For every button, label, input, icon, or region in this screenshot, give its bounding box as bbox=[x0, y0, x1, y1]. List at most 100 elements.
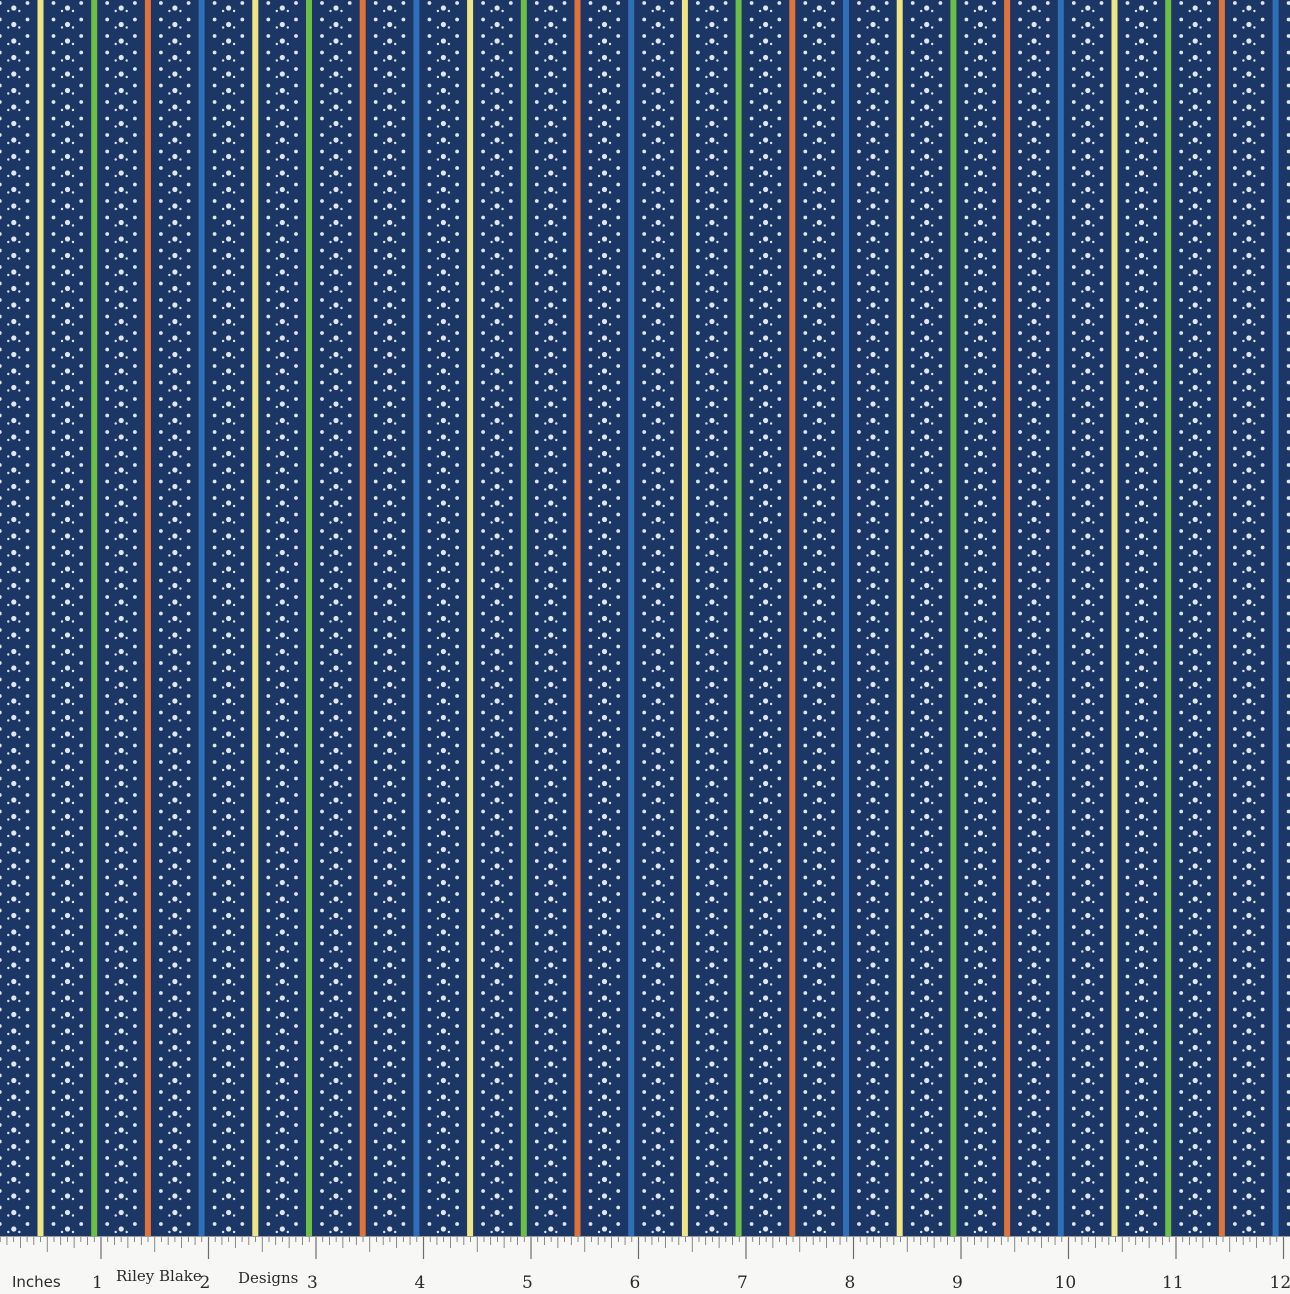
fabric-dot bbox=[294, 34, 298, 38]
fabric-dot bbox=[608, 653, 612, 656]
fabric-dot bbox=[168, 339, 171, 343]
fabric-dot bbox=[508, 496, 513, 500]
fabric-dot bbox=[133, 991, 137, 995]
fabric-dot bbox=[286, 1181, 289, 1184]
fabric-dot bbox=[275, 356, 278, 359]
fabric-dot bbox=[212, 760, 217, 764]
fabric-dot bbox=[548, 1077, 554, 1084]
fabric-dot bbox=[555, 405, 558, 409]
fabric-dot bbox=[329, 125, 332, 128]
fabric-dot bbox=[394, 1032, 397, 1036]
fabric-dot bbox=[651, 537, 654, 541]
fabric-dot bbox=[534, 611, 539, 616]
fabric-dot bbox=[696, 232, 700, 236]
fabric-dot bbox=[544, 636, 547, 640]
fabric-dot bbox=[588, 1090, 593, 1094]
fabric-dot bbox=[670, 83, 674, 88]
fabric-dot bbox=[655, 879, 661, 886]
fabric-dot bbox=[172, 450, 178, 457]
fabric-dot bbox=[133, 331, 137, 335]
fabric-dot bbox=[548, 1061, 554, 1067]
fabric-dot bbox=[601, 1077, 608, 1084]
fabric-dot bbox=[294, 182, 298, 187]
fabric-dot bbox=[601, 450, 608, 457]
fabric-dot bbox=[508, 875, 513, 880]
fabric-dot bbox=[642, 1073, 647, 1078]
fabric-dot bbox=[534, 1139, 539, 1144]
fabric-dot bbox=[60, 900, 64, 904]
fabric-dot bbox=[221, 1197, 225, 1201]
fabric-dot bbox=[481, 892, 485, 896]
fabric-dot bbox=[275, 933, 278, 937]
fabric-dot bbox=[696, 578, 700, 583]
fabric-dot bbox=[642, 83, 647, 88]
fabric-dot bbox=[601, 632, 608, 638]
fabric-dot bbox=[286, 455, 289, 458]
fabric-dot bbox=[455, 628, 459, 632]
fabric-dot bbox=[18, 999, 21, 1003]
fabric-dot bbox=[333, 549, 339, 556]
fabric-dot bbox=[544, 917, 547, 920]
fabric-dot bbox=[64, 582, 71, 589]
fabric-dot bbox=[133, 908, 137, 913]
fabric-dot bbox=[212, 215, 217, 220]
fabric-dot bbox=[105, 529, 110, 533]
fabric-dot bbox=[25, 611, 30, 616]
fabric-dot bbox=[212, 793, 217, 797]
fabric-dot bbox=[18, 504, 21, 508]
fabric-dot bbox=[387, 252, 393, 259]
fabric-dot bbox=[601, 137, 608, 143]
fabric-dot bbox=[387, 599, 393, 605]
fabric-dot bbox=[286, 323, 289, 326]
fabric-dot bbox=[387, 978, 393, 985]
fabric-dot bbox=[588, 892, 593, 896]
fabric-dot bbox=[696, 17, 700, 22]
fabric-dot bbox=[616, 314, 621, 319]
fabric-dot bbox=[64, 1110, 71, 1117]
fabric-dot bbox=[114, 141, 117, 145]
fabric-dot bbox=[172, 632, 178, 638]
fabric-dot bbox=[60, 455, 64, 458]
fabric-dot bbox=[555, 719, 558, 722]
fabric-dot bbox=[232, 471, 236, 475]
fabric-dot bbox=[597, 42, 601, 46]
fabric-dot bbox=[490, 686, 493, 689]
fabric-dot bbox=[544, 273, 547, 277]
fabric-dot bbox=[212, 397, 217, 401]
fabric-dot bbox=[105, 397, 110, 401]
fabric-dot bbox=[114, 339, 117, 343]
fabric-dot bbox=[179, 983, 182, 986]
fabric-dot bbox=[25, 1057, 30, 1061]
fabric-dot bbox=[179, 620, 182, 623]
fabric-dot bbox=[266, 446, 271, 451]
fabric-dot bbox=[562, 578, 567, 583]
fabric-dot bbox=[320, 397, 324, 401]
fabric-dot bbox=[340, 191, 343, 194]
fabric-dot bbox=[168, 1082, 171, 1085]
fabric-dot bbox=[105, 842, 110, 847]
fabric-dot bbox=[133, 364, 137, 368]
fabric-dot bbox=[105, 809, 110, 814]
fabric-dot bbox=[114, 356, 117, 359]
fabric-dot bbox=[64, 846, 71, 853]
fabric-dot bbox=[221, 1148, 225, 1151]
fabric-dot bbox=[64, 186, 71, 193]
fabric-dot bbox=[226, 21, 232, 28]
fabric-dot bbox=[286, 125, 289, 128]
fabric-dot bbox=[401, 644, 406, 649]
fabric-dot bbox=[501, 933, 504, 937]
fabric-dot bbox=[266, 941, 271, 946]
fabric-dot bbox=[440, 599, 446, 605]
fabric-dot bbox=[114, 752, 117, 755]
fabric-dot bbox=[212, 149, 217, 154]
fabric-dot bbox=[508, 1007, 513, 1012]
fabric-dot bbox=[79, 694, 84, 698]
fabric-dot bbox=[481, 199, 485, 203]
fabric-dot bbox=[79, 298, 84, 302]
fabric-dot bbox=[186, 199, 191, 203]
fabric-dot bbox=[212, 1172, 217, 1177]
fabric-dot bbox=[544, 405, 547, 409]
fabric-dot bbox=[436, 290, 440, 293]
fabric-dot bbox=[71, 108, 75, 112]
fabric-dot bbox=[508, 512, 513, 517]
